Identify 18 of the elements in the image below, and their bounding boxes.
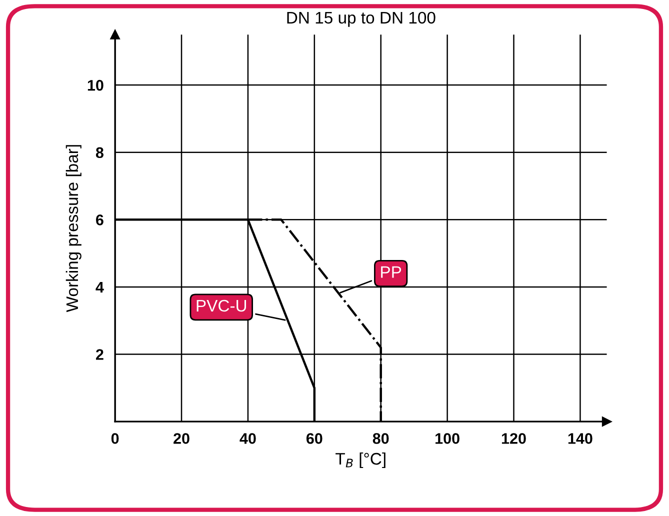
y-tick-label: 8 bbox=[96, 147, 104, 158]
x-tick-label: 120 bbox=[502, 433, 526, 444]
x-tick-label: 40 bbox=[240, 433, 256, 444]
y-axis-title: Working pressure [bar] bbox=[66, 145, 82, 312]
x-tick-label: 140 bbox=[568, 433, 592, 444]
x-tick-label: 100 bbox=[436, 433, 460, 444]
annotation: PVC-U bbox=[196, 300, 246, 312]
x-tick-label: 0 bbox=[111, 433, 119, 444]
x-tick-label: 60 bbox=[306, 433, 322, 444]
x-tick-label: 20 bbox=[174, 433, 190, 444]
x-tick-label: 80 bbox=[372, 433, 389, 444]
x-axis-title: T$_{B}$ [°C] bbox=[336, 452, 386, 468]
y-tick-label: 6 bbox=[96, 214, 104, 226]
y-tick-label: 2 bbox=[96, 349, 104, 360]
annotation: PP bbox=[381, 266, 402, 278]
chart-title: DN 15 up to DN 100 bbox=[287, 12, 436, 27]
y-tick-label: 10 bbox=[88, 80, 104, 91]
y-tick-label: 4 bbox=[96, 282, 104, 292]
